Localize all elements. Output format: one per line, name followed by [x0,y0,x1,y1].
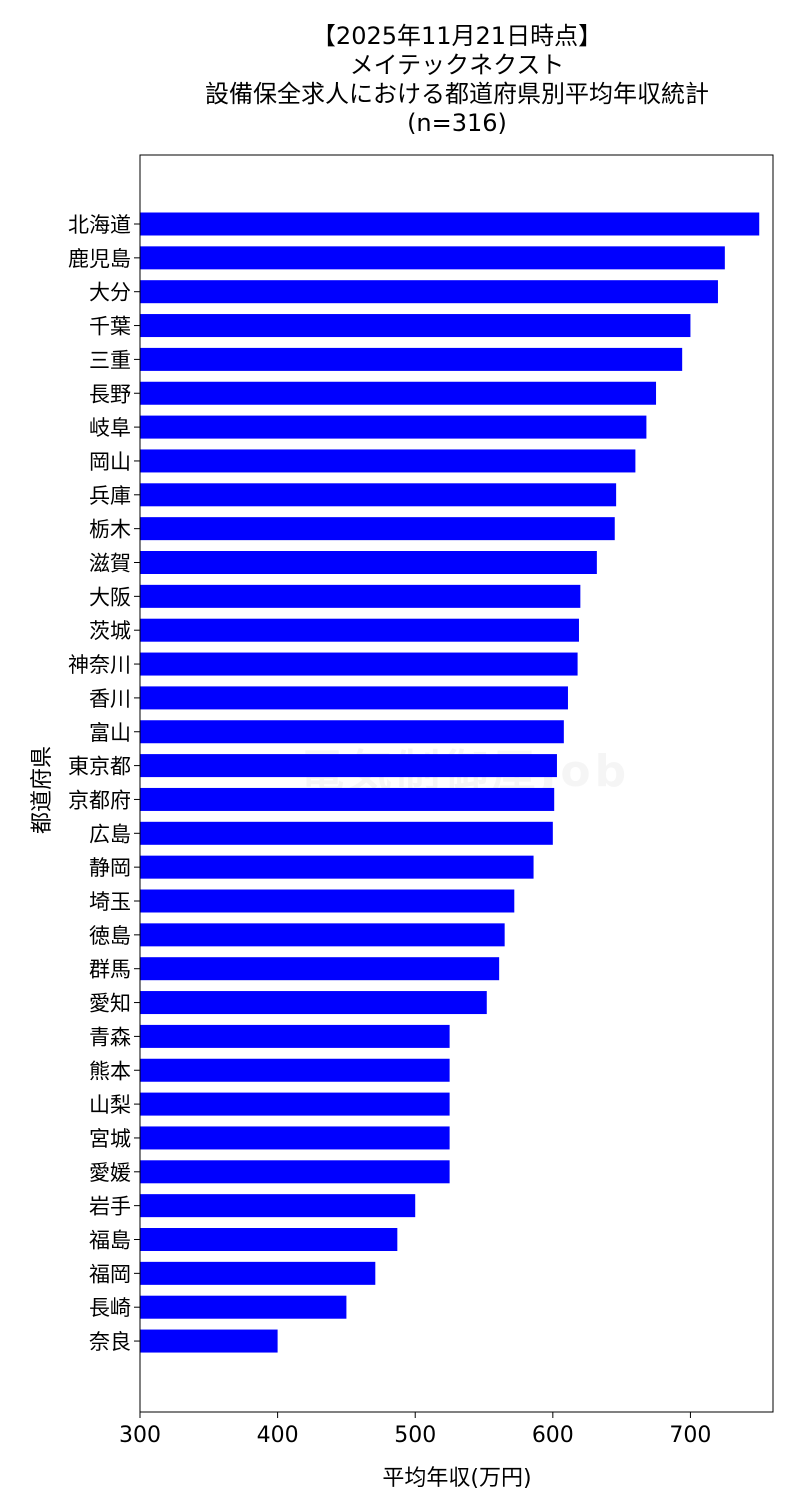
y-tick-label: 青森 [89,1025,131,1049]
y-tick-label: 福岡 [89,1262,131,1286]
bar-愛知 [140,991,487,1015]
title-line-3: 設備保全求人における都道府県別平均年収統計 [205,80,709,108]
bar-滋賀 [140,551,597,574]
bar-群馬 [140,957,500,981]
bar-大阪 [140,584,581,608]
bar-兵庫 [140,483,617,507]
y-tick-label: 徳島 [89,924,131,948]
bar-岩手 [140,1194,416,1218]
y-tick-label: 熊本 [89,1059,131,1083]
y-tick-label: 埼玉 [89,890,131,914]
bar-青森 [140,1024,450,1048]
bar-茨城 [140,618,579,642]
y-tick-label: 栃木 [89,518,131,542]
title-line-4: (n=316) [407,109,507,137]
y-tick-label: 奈良 [89,1330,131,1354]
bar-神奈川 [140,652,578,676]
bar-岐阜 [140,415,647,439]
title-line-2: メイテックネクスト [349,51,565,79]
y-tick-label: 香川 [89,687,131,711]
bar-岡山 [140,449,636,473]
y-tick-label: 愛媛 [89,1161,131,1185]
y-tick-label: 大阪 [89,585,131,609]
y-tick-label: 兵庫 [89,484,131,508]
y-tick-label: 岐阜 [89,416,131,440]
title-line-1: 【2025年11月21日時点】 [311,22,603,50]
y-tick-label: 群馬 [89,958,131,982]
bar-東京都 [140,754,557,778]
bar-愛媛 [140,1160,450,1184]
y-tick-label: 神奈川 [68,653,131,677]
bar-奈良 [140,1329,278,1353]
y-tick-label: 長野 [89,382,131,406]
bar-大分 [140,280,718,304]
bar-広島 [140,821,553,845]
y-tick-label: 大分 [89,281,131,305]
y-tick-label: 北海道 [68,213,131,237]
plot-frame [139,154,774,1413]
x-tick-label: 700 [669,1423,711,1448]
y-tick-label: 宮城 [89,1127,131,1151]
bar-宮城 [140,1126,450,1150]
bar-徳島 [140,923,505,947]
y-tick-label: 岡山 [89,450,131,474]
y-tick-label: 鹿児島 [68,247,131,271]
bar-熊本 [140,1058,450,1082]
y-tick-label: 福島 [89,1229,131,1253]
bar-長野 [140,381,657,405]
y-tick-label: 京都府 [68,788,131,812]
bar-三重 [140,347,683,371]
y-tick-label: 静岡 [89,856,131,880]
bar-鹿児島 [140,246,725,270]
y-tick-label: 茨城 [89,619,131,643]
y-tick-label: 滋賀 [89,552,131,576]
x-tick-label: 500 [394,1423,436,1448]
bar-栃木 [140,517,615,541]
bar-福岡 [140,1261,376,1285]
chart-title: 【2025年11月21日時点】 メイテックネクスト 設備保全求人における都道府県… [140,22,774,138]
bar-長崎 [140,1295,347,1319]
y-tick-label: 富山 [89,721,131,745]
y-tick-label: 長崎 [89,1296,131,1320]
y-axis-label: 都道府県 [30,745,55,835]
x-tick-label: 600 [532,1423,574,1448]
bar-香川 [140,686,568,710]
y-tick-label: 東京都 [68,755,131,779]
x-axis-label: 平均年収(万円) [382,1466,532,1491]
x-tick-label: 300 [119,1423,161,1448]
y-tick-label: 岩手 [89,1195,131,1219]
bar-富山 [140,720,564,744]
bar-北海道 [140,212,760,236]
bar-京都府 [140,787,555,811]
bar-千葉 [140,314,691,338]
bar-福島 [140,1228,398,1251]
y-tick-label: 広島 [89,822,131,846]
y-tick-label: 愛知 [89,992,131,1016]
bar-埼玉 [140,889,515,913]
y-tick-label: 千葉 [89,315,131,339]
y-tick-label: 山梨 [89,1093,131,1117]
y-tick-label: 三重 [89,348,131,372]
bar-山梨 [140,1092,450,1116]
bar-静岡 [140,855,534,879]
x-tick-label: 400 [257,1423,299,1448]
